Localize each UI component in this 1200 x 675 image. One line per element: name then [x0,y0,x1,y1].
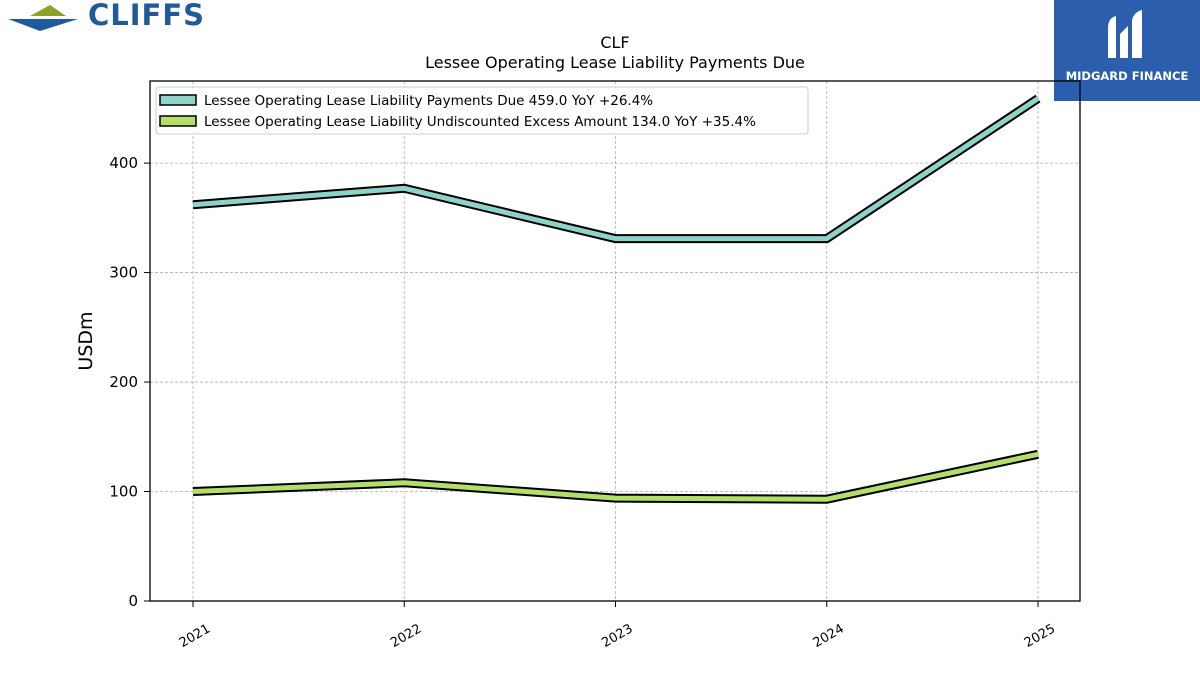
chart-subtitle: Lessee Operating Lease Liability Payment… [425,53,805,72]
grid [150,81,1080,601]
midgard-finance-label: MIDGARD FINANCE [1065,69,1189,83]
cliffs-wordmark: CLIFFS [88,0,206,32]
cliffs-logo: CLIFFS [0,0,260,40]
series-group [192,94,1041,504]
x-tick-label: 2024 [811,621,847,651]
midgard-mark-icon [1108,10,1142,58]
legend-box [155,86,809,135]
y-tick-label: 200 [109,373,138,391]
y-tick-label: 300 [109,264,138,282]
legend-label: Lessee Operating Lease Liability Undisco… [204,114,756,130]
legend-swatch [159,115,197,127]
midgard-finance-logo: MIDGARD FINANCE [1054,0,1200,101]
y-tick-label: 0 [128,592,138,610]
x-tick-label: 2025 [1022,621,1058,651]
legend-label: Lessee Operating Lease Liability Payment… [204,93,653,109]
y-axis-label: USDm [75,311,97,370]
x-tick-label: 2022 [388,621,424,651]
chart-title: CLF [600,33,629,52]
cliffs-mark-icon [8,5,78,31]
x-tick-label: 2023 [599,621,635,651]
y-tick-label: 100 [109,483,138,501]
x-tick-label: 2021 [177,621,213,651]
y-tick-label: 400 [109,154,138,172]
legend: Lessee Operating Lease Liability Payment… [155,86,809,135]
legend-swatch [159,94,197,106]
